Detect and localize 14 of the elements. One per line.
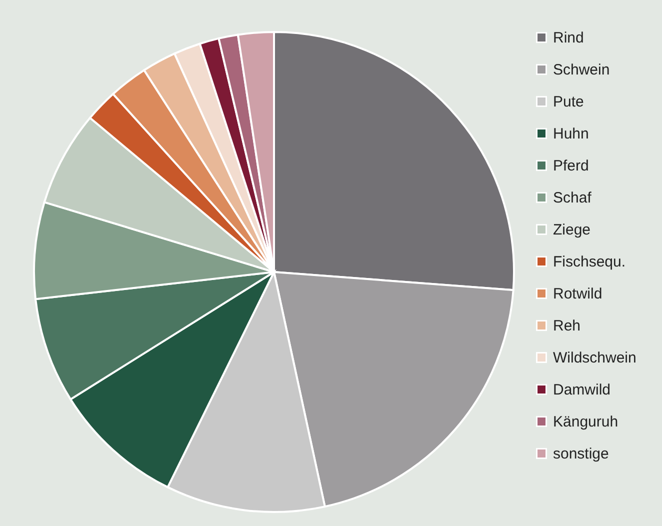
legend-label: Damwild [553, 382, 611, 398]
legend-label: Schaf [553, 190, 592, 206]
legend-label: Huhn [553, 126, 589, 142]
legend-label: Fischsequ. [553, 254, 626, 270]
legend-label: sonstige [553, 446, 609, 462]
legend-label: Reh [553, 318, 581, 334]
legend-label: Rotwild [553, 286, 602, 302]
legend-label: Schwein [553, 62, 610, 78]
legend-label: Rind [553, 30, 584, 46]
legend-label: Ziege [553, 222, 591, 238]
legend-label: Pferd [553, 158, 589, 174]
legend-label: Känguruh [553, 414, 618, 430]
legend-label: Wildschwein [553, 350, 636, 366]
legend-label: Pute [553, 94, 584, 110]
